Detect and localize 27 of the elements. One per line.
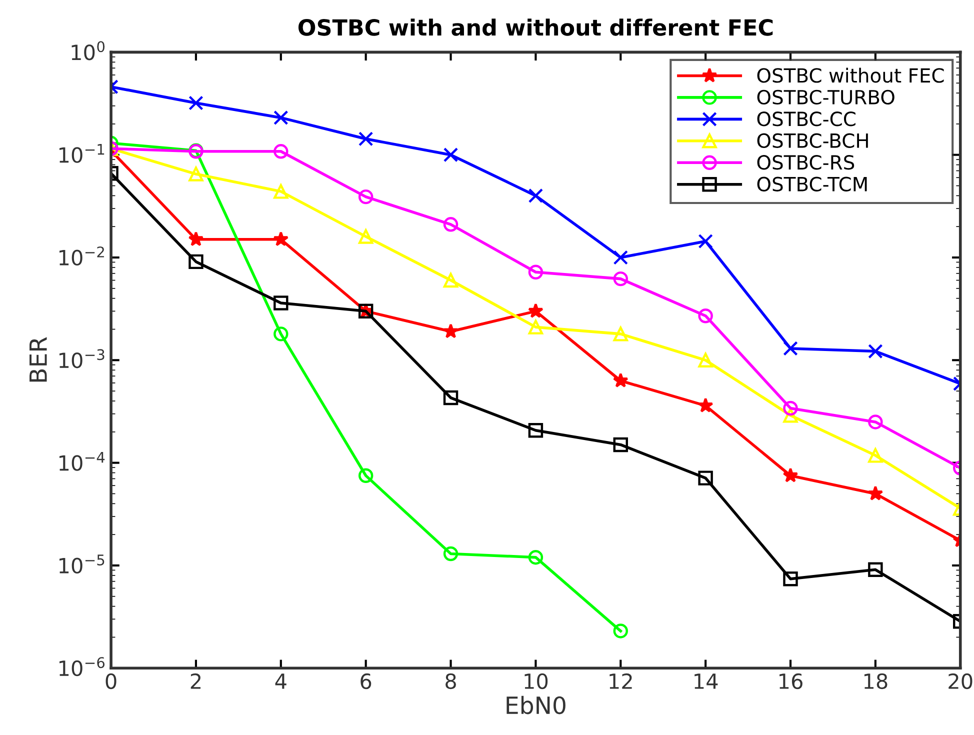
x-axis-title: EbN0 [506,696,566,714]
y-tick-label: 10$^{−4}$ [60,452,105,471]
x-tick-label: 6 [360,673,372,690]
y-tick-label: 10$^{−3}$ [60,349,104,368]
x-tick-label: 2 [190,673,201,689]
y-axis-title: BER [30,337,47,382]
x-tick-label: 4 [275,674,286,689]
x-tick-label: 8 [446,673,456,690]
x-tick-label: 10 [524,673,548,690]
legend-label: OSTBC without FEC [757,68,944,83]
x-tick-label: 18 [864,673,888,690]
y-tick-label: 10$^{0}$ [72,41,105,60]
x-tick-label: 20 [948,673,972,690]
y-tick-label: 10$^{−2}$ [60,246,104,266]
y-tick-label: 10$^{−1}$ [60,144,104,163]
legend-label: OSTBC-TURBO [757,90,894,105]
x-tick-label: 14 [694,674,718,689]
y-tick-label: 10$^{−5}$ [60,554,104,574]
chart-title: OSTBC with and without different FEC [298,18,773,36]
x-tick-label: 0 [106,673,116,690]
legend-label: OSTBC-CC [757,112,856,126]
x-tick-label: 12 [610,673,632,689]
legend-label: OSTBC-RS [757,155,854,170]
x-tick-label: 16 [780,673,802,690]
legend-label: OSTBC-BCH [757,133,868,148]
y-tick-label: 10$^{−6}$ [60,657,105,676]
legend-label: OSTBC-TCM [757,176,867,192]
